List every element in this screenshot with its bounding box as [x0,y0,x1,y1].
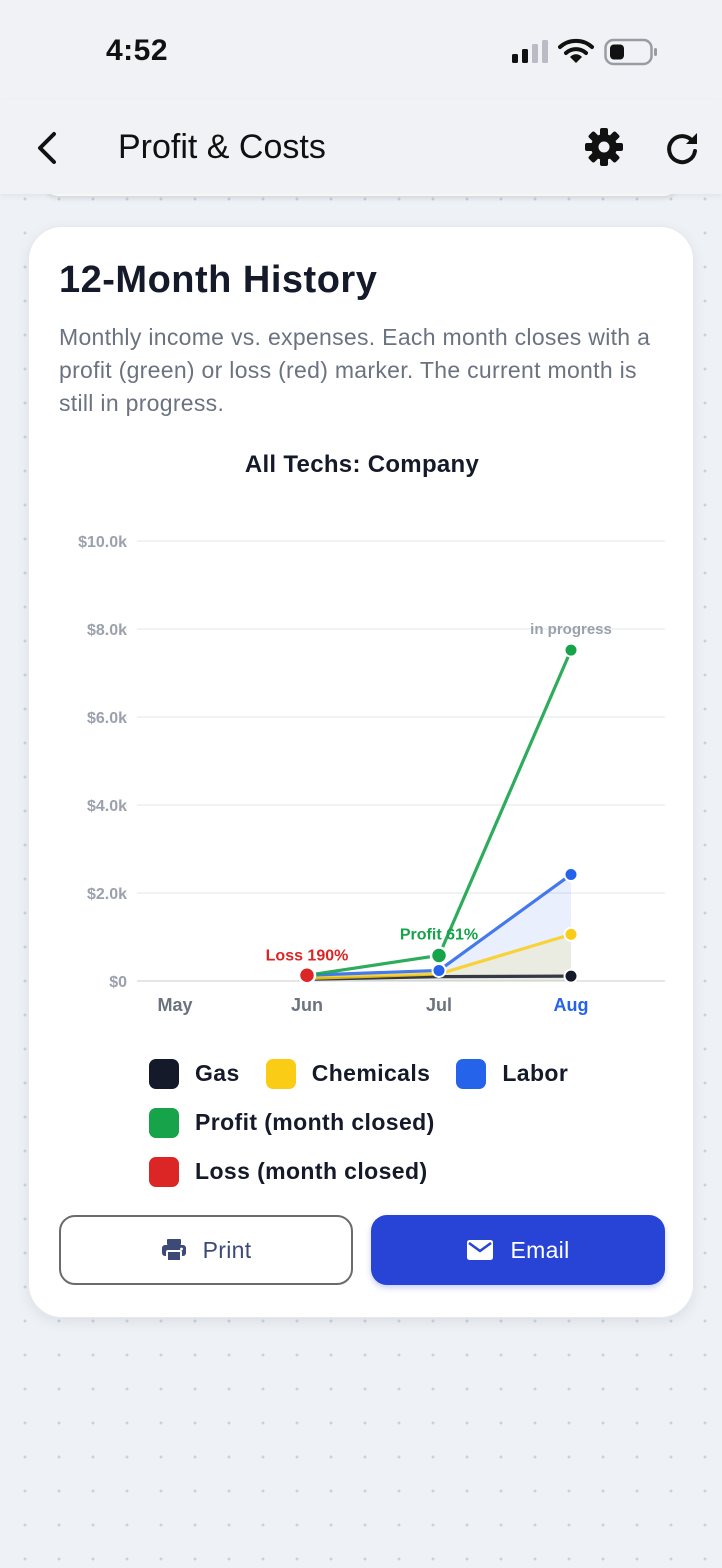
legend-item: Chemicals [265,1058,431,1089]
legend-label: Labor [502,1060,569,1086]
email-button[interactable]: Email [371,1215,665,1285]
mail-icon [467,1240,494,1260]
legend-label: Chemicals [311,1060,431,1086]
card-description: Monthly income vs. expenses. Each month … [59,324,651,416]
cellular-signal-icon [512,40,548,63]
x-tick-label: Jun [291,995,323,1015]
legend-swatch [149,1058,179,1089]
x-tick-label: Aug [554,995,589,1015]
legend-swatch [265,1058,296,1089]
page-title: Profit & Costs [118,128,326,166]
y-tick-label: $8.0k [87,622,127,639]
profit-marker [429,946,449,965]
legend-row: Loss (month closed) [149,1147,669,1196]
y-tick-label: $6.0k [87,710,127,727]
loss-marker-label: Loss 190% [266,947,349,964]
legend-row: Profit (month closed) [149,1098,669,1147]
card-title: 12-Month History [59,259,378,301]
history-line-chart: $0 $2.0k $4.0k $6.0k $8.0k $10.0k May Jun Jul Aug… [78,534,665,1015]
print-button-label: Print [202,1236,252,1263]
battery-icon [604,38,657,66]
status-bar: 4:52 [0,0,722,100]
legend-label: Profit (month closed) [195,1109,435,1135]
series-point-labor [431,962,447,978]
in-progress-annotation: in progress [530,621,612,638]
legend-swatch [149,1107,179,1138]
legend-item: Labor [456,1058,569,1089]
chevron-left-icon[interactable] [30,130,64,166]
chart-title: All Techs: Company [244,451,480,478]
series-point-labor [563,867,579,883]
print-button[interactable]: Print [59,1215,353,1285]
series-point-chemicals [563,926,579,942]
legend-item: Profit (month closed) [149,1107,435,1138]
series-point-gas [563,968,579,984]
legend-item: Gas [149,1058,240,1089]
profit-marker-label: Profit 61% [400,926,478,943]
legend-swatch [149,1156,179,1187]
legend-item: Loss (month closed) [149,1156,428,1187]
printer-icon [161,1239,186,1262]
wifi-icon [558,38,594,63]
loss-marker [297,966,317,985]
history-card: 12-Month History Monthly income vs. expe… [28,226,694,1318]
legend-swatch [456,1058,487,1089]
y-tick-label: $10.0k [78,534,127,551]
series-area-chemicals [307,934,571,981]
y-tick-label: $2.0k [87,886,127,903]
status-time: 4:52 [106,34,169,67]
gear-icon[interactable] [584,127,624,167]
y-tick-label: $4.0k [87,798,127,815]
chart-legend: Gas Chemicals Labor Profit (month closed) Lo… [149,1049,669,1196]
legend-row: Gas Chemicals Labor [149,1049,669,1098]
x-tick-label: May [157,995,192,1015]
navigation-bar: Profit & Costs [0,100,722,194]
email-button-label: Email [510,1236,570,1263]
refresh-icon[interactable] [664,130,700,166]
series-point-profit [563,642,579,658]
legend-label: Loss (month closed) [195,1158,428,1184]
y-tick-label: $0 [109,974,127,991]
x-tick-label: Jul [426,995,452,1015]
legend-label: Gas [195,1060,240,1086]
